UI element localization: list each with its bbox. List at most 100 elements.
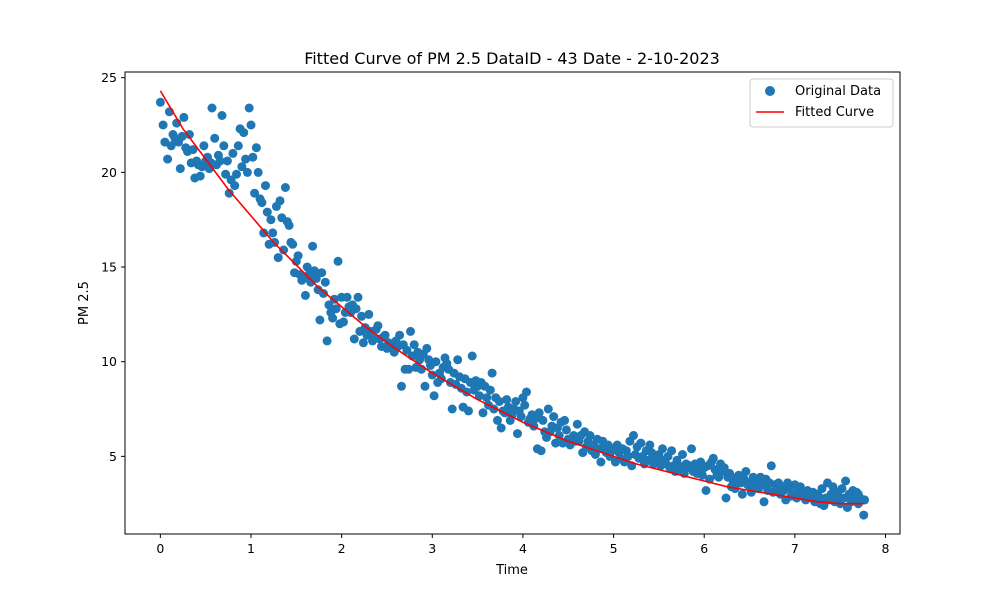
data-point-36 (222, 156, 232, 166)
data-point-0 (155, 97, 165, 107)
data-point-365 (819, 501, 829, 511)
x-tick-label: 6 (700, 541, 708, 556)
legend-box (749, 78, 894, 128)
data-point-110 (357, 311, 367, 321)
data-point-79 (300, 290, 310, 300)
x-tick-label: 2 (338, 541, 346, 556)
data-point-61 (268, 228, 278, 238)
data-point-145 (420, 381, 430, 391)
legend: Original Data Fitted Curve (749, 78, 894, 128)
data-point-298 (697, 470, 707, 480)
data-point-44 (237, 162, 247, 172)
data-point-281 (667, 446, 677, 456)
data-point-5 (166, 141, 176, 151)
data-point-208 (534, 408, 544, 418)
x-tick-label: 5 (610, 541, 618, 556)
data-point-28 (207, 103, 217, 113)
data-point-83 (308, 241, 318, 251)
data-point-12 (179, 112, 189, 122)
data-point-47 (242, 167, 252, 177)
data-point-58 (262, 207, 272, 217)
x-tick-label: 3 (428, 541, 436, 556)
data-point-51 (250, 188, 260, 198)
data-point-39 (228, 148, 238, 158)
data-point-57 (261, 181, 270, 191)
data-point-42 (233, 141, 243, 151)
data-point-84 (309, 266, 319, 276)
data-point-223 (561, 425, 571, 435)
data-point-17 (188, 145, 198, 155)
data-point-364 (817, 484, 827, 494)
legend-label-original-data: Original Data (795, 84, 881, 99)
data-point-49 (246, 120, 256, 130)
x-tick-label: 8 (882, 541, 890, 556)
data-point-260 (629, 431, 638, 440)
data-point-89 (319, 289, 328, 298)
data-point-123 (380, 330, 390, 340)
data-point-135 (402, 345, 412, 355)
data-point-137 (406, 326, 415, 336)
data-point-209 (536, 446, 546, 456)
data-point-389 (853, 489, 863, 499)
data-point-311 (721, 493, 731, 503)
data-point-92 (324, 300, 334, 310)
data-point-119 (373, 321, 383, 331)
data-point-388 (860, 495, 870, 505)
plot-frame (124, 71, 901, 535)
data-point-169 (464, 406, 473, 416)
data-point-336 (766, 461, 776, 471)
data-point-40 (230, 181, 240, 191)
data-point-362 (813, 491, 823, 501)
data-point-136 (404, 364, 414, 374)
data-point-68 (280, 183, 290, 192)
data-point-196 (513, 429, 522, 439)
data-point-186 (494, 397, 504, 406)
data-point-11 (177, 131, 187, 141)
data-point-32 (215, 156, 225, 166)
data-point-377 (841, 476, 851, 486)
y-tick-label: 15 (101, 260, 117, 275)
data-point-41 (232, 169, 241, 179)
data-point-106 (349, 334, 359, 344)
y-tick-label: 25 (101, 70, 117, 85)
data-point-310 (719, 463, 729, 473)
data-point-149 (427, 370, 437, 380)
data-point-85 (311, 273, 321, 283)
x-tick-label: 0 (156, 541, 164, 556)
legend-label-fitted-curve: Fitted Curve (795, 105, 874, 120)
data-point-10 (175, 164, 185, 174)
y-axis: 5 10 15 20 25 (101, 70, 125, 464)
data-point-53 (253, 167, 263, 177)
data-point-213 (543, 404, 553, 414)
data-point-72 (288, 239, 298, 249)
data-point-190 (502, 395, 512, 405)
data-point-201 (522, 387, 531, 397)
data-point-75 (293, 251, 303, 261)
data-point-46 (241, 154, 251, 164)
x-tick-label: 4 (519, 541, 527, 556)
data-point-179 (482, 393, 492, 403)
data-point-90 (320, 277, 330, 287)
data-point-67 (279, 245, 289, 255)
x-axis-label: Time (495, 563, 528, 578)
data-point-102 (342, 292, 352, 302)
data-point-65 (275, 196, 285, 206)
data-point-236 (585, 431, 595, 440)
data-point-322 (741, 467, 751, 476)
data-point-139 (409, 340, 419, 350)
data-point-33 (217, 111, 227, 120)
data-point-257 (623, 451, 633, 461)
data-point-3 (163, 154, 173, 164)
data-point-313 (725, 468, 735, 478)
data-point-80 (302, 262, 312, 272)
data-point-29 (210, 133, 220, 143)
data-point-163 (453, 355, 463, 365)
data-point-276 (658, 444, 667, 454)
y-tick-label: 5 (109, 449, 117, 464)
data-point-132 (397, 381, 406, 391)
data-point-96 (331, 304, 341, 314)
data-point-160 (447, 404, 457, 414)
data-point-181 (485, 385, 495, 395)
data-point-1 (158, 120, 168, 130)
